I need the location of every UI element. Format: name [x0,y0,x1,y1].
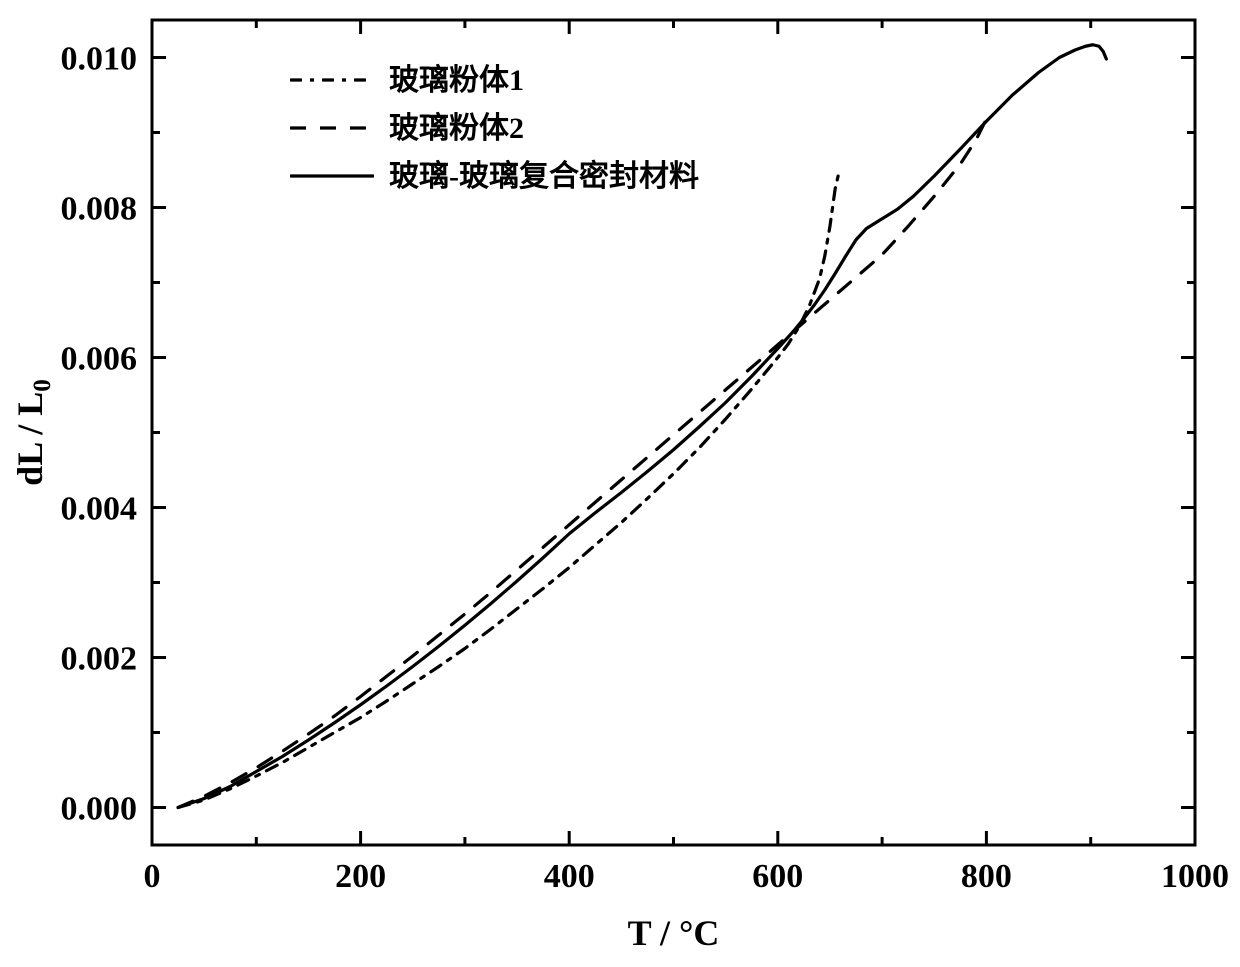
thermal-expansion-chart: 0 200 400 600 800 1000 0.000 0.002 0.004 0.006 0.0… [0,0,1240,967]
x-axis-label: T / °C [628,913,720,953]
legend-label: 玻璃粉体2 [389,111,524,145]
x-tick-label: 800 [961,858,1012,895]
legend-label: 玻璃粉体1 [389,63,524,97]
x-tick-label: 600 [752,858,803,895]
x-tick-label: 1000 [1161,858,1229,895]
legend-label: 玻璃-玻璃复合密封材料 [389,159,699,193]
x-tick-label: 400 [544,858,595,895]
y-tick-label: 0.008 [61,191,138,228]
y-tick-label: 0.010 [61,41,138,78]
x-tick-label: 0 [144,858,161,895]
y-tick-label: 0.000 [61,791,138,828]
x-tick-label: 200 [335,858,386,895]
y-tick-label: 0.006 [61,341,138,378]
y-tick-label: 0.002 [61,641,138,678]
y-axis-label: dL / L0 [10,379,56,486]
chart-svg: 0 200 400 600 800 1000 0.000 0.002 0.004 0.006 0.0… [0,0,1240,967]
y-tick-label: 0.004 [61,491,138,528]
chart-bg [0,0,1240,967]
